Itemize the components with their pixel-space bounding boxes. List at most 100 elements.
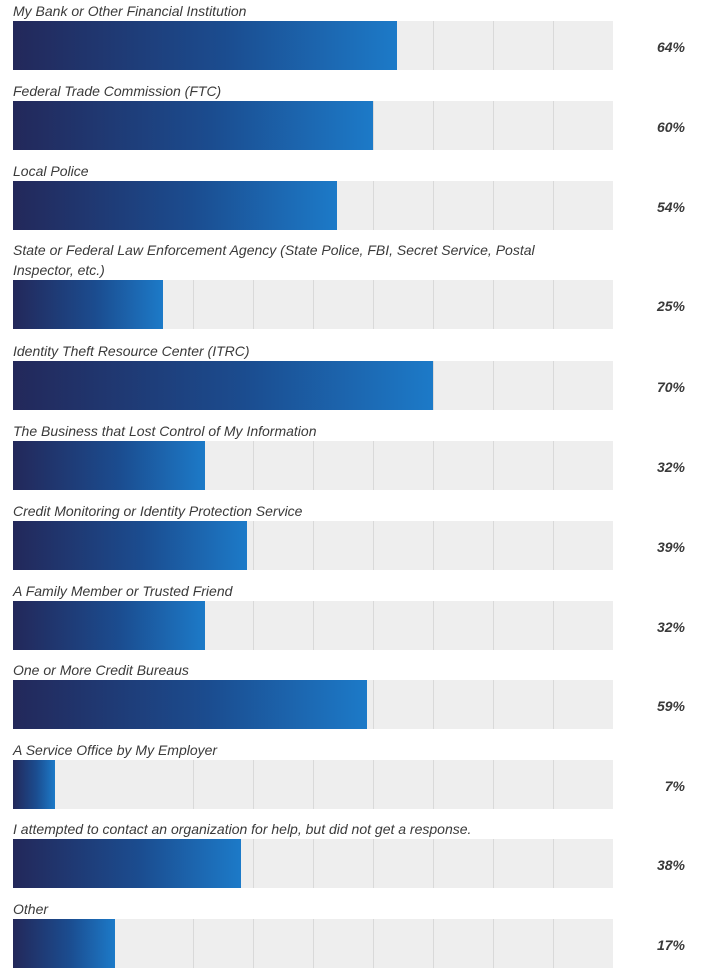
gridline (373, 601, 374, 650)
gridline (373, 839, 374, 888)
gridline (373, 760, 374, 809)
bar (13, 839, 241, 888)
gridline (553, 919, 554, 968)
gridline (553, 441, 554, 490)
bar-track (13, 601, 613, 650)
bar-track (13, 680, 613, 729)
value-label: 59% (656, 697, 685, 714)
value-label: 17% (656, 936, 685, 953)
gridline (433, 21, 434, 70)
gridline (433, 521, 434, 570)
gridline (313, 760, 314, 809)
gridline (193, 280, 194, 329)
gridline (313, 601, 314, 650)
category-label: A Family Member or Trusted Friend (13, 583, 233, 599)
gridline (373, 919, 374, 968)
bar-track (13, 101, 613, 150)
gridline (433, 680, 434, 729)
bar (13, 280, 163, 329)
bar-track (13, 521, 613, 570)
gridline (553, 521, 554, 570)
gridline (253, 521, 254, 570)
gridline (253, 760, 254, 809)
value-label: 60% (656, 118, 685, 135)
gridline (553, 680, 554, 729)
gridline (373, 280, 374, 329)
bar (13, 760, 55, 809)
category-label: State or Federal Law Enforcement Agency … (13, 242, 535, 278)
gridline (493, 760, 494, 809)
gridline (553, 280, 554, 329)
value-label: 25% (656, 297, 685, 314)
category-label: Other (13, 901, 49, 917)
gridline (313, 521, 314, 570)
gridline (493, 521, 494, 570)
value-label: 39% (656, 538, 685, 555)
gridline (373, 680, 374, 729)
gridline (373, 441, 374, 490)
value-label: 54% (656, 198, 685, 215)
gridline (493, 839, 494, 888)
gridline (553, 21, 554, 70)
gridline (433, 280, 434, 329)
gridline (253, 919, 254, 968)
value-label: 32% (656, 618, 685, 635)
gridline (553, 601, 554, 650)
category-label: A Service Office by My Employer (13, 742, 218, 758)
category-label: One or More Credit Bureaus (13, 662, 189, 678)
gridline (553, 361, 554, 410)
gridline (553, 181, 554, 230)
gridline (493, 441, 494, 490)
bar-track (13, 280, 613, 329)
gridline (433, 760, 434, 809)
gridline (433, 101, 434, 150)
bar (13, 361, 433, 410)
bar (13, 21, 397, 70)
gridline (433, 919, 434, 968)
bar (13, 601, 205, 650)
gridline (493, 101, 494, 150)
gridline (253, 601, 254, 650)
value-label: 7% (664, 777, 685, 794)
gridline (373, 181, 374, 230)
bar-track (13, 181, 613, 230)
value-label: 64% (656, 38, 685, 55)
bar-track (13, 760, 613, 809)
gridline (553, 839, 554, 888)
bar (13, 521, 247, 570)
gridline (433, 361, 434, 410)
bar-track (13, 441, 613, 490)
category-label: I attempted to contact an organization f… (13, 821, 472, 837)
gridline (313, 919, 314, 968)
gridline (373, 101, 374, 150)
value-label: 70% (656, 378, 685, 395)
bar (13, 441, 205, 490)
gridline (493, 361, 494, 410)
gridline (493, 680, 494, 729)
gridline (493, 919, 494, 968)
bar (13, 101, 373, 150)
gridline (493, 181, 494, 230)
gridline (493, 280, 494, 329)
value-label: 32% (656, 458, 685, 475)
bar-track (13, 21, 613, 70)
gridline (433, 601, 434, 650)
category-label: Federal Trade Commission (FTC) (13, 83, 222, 99)
gridline (253, 441, 254, 490)
gridline (433, 839, 434, 888)
gridline (313, 280, 314, 329)
gridline (433, 441, 434, 490)
gridline (553, 101, 554, 150)
gridline (493, 601, 494, 650)
category-label: My Bank or Other Financial Institution (13, 3, 247, 19)
gridline (193, 919, 194, 968)
gridline (493, 21, 494, 70)
category-label: The Business that Lost Control of My Inf… (13, 423, 317, 439)
bar-track (13, 361, 613, 410)
gridline (313, 441, 314, 490)
gridline (373, 521, 374, 570)
value-label: 38% (656, 856, 685, 873)
bar-track (13, 919, 613, 968)
gridline (253, 839, 254, 888)
category-label: Identity Theft Resource Center (ITRC) (13, 343, 250, 359)
